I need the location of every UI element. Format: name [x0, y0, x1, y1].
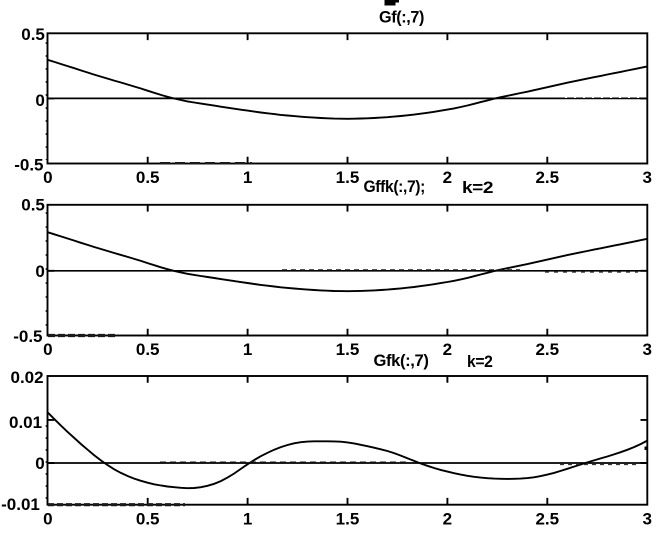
- svg-text:1.5: 1.5: [336, 168, 360, 187]
- svg-text:k=2: k=2: [462, 178, 493, 197]
- svg-text:1: 1: [243, 168, 252, 187]
- svg-text:0: 0: [35, 91, 44, 110]
- svg-text:0.5: 0.5: [21, 196, 45, 215]
- svg-text:0.02: 0.02: [11, 368, 44, 387]
- svg-text:1: 1: [243, 340, 252, 359]
- svg-text:Gffk(:,7);: Gffk(:,7);: [364, 177, 426, 196]
- svg-text:Gfk(:,7): Gfk(:,7): [374, 351, 429, 370]
- svg-text:0: 0: [43, 510, 52, 529]
- svg-text:3: 3: [642, 168, 651, 187]
- svg-text:0.5: 0.5: [136, 168, 160, 187]
- svg-text:1: 1: [243, 510, 252, 529]
- svg-text:0.5: 0.5: [136, 510, 160, 529]
- svg-text:3: 3: [642, 510, 651, 529]
- svg-text:k=2: k=2: [467, 352, 493, 371]
- svg-text:2: 2: [443, 168, 452, 187]
- svg-text:0: 0: [35, 262, 44, 281]
- svg-text:1.5: 1.5: [336, 340, 360, 359]
- svg-text:0.5: 0.5: [21, 25, 45, 44]
- svg-text:Gf(:,7): Gf(:,7): [379, 8, 424, 27]
- svg-text:-0.5: -0.5: [13, 327, 42, 346]
- svg-text:0: 0: [43, 340, 52, 359]
- svg-text:-0.5: -0.5: [14, 155, 43, 174]
- svg-text:0.01: 0.01: [9, 413, 42, 432]
- svg-text:2.5: 2.5: [535, 340, 559, 359]
- svg-text:2: 2: [443, 510, 452, 529]
- svg-text:0.5: 0.5: [136, 340, 160, 359]
- svg-text:2.5: 2.5: [535, 168, 559, 187]
- svg-text:0: 0: [35, 454, 44, 473]
- svg-text:1.5: 1.5: [336, 510, 360, 529]
- svg-text:0: 0: [43, 168, 52, 187]
- svg-text:-0.01: -0.01: [1, 495, 40, 514]
- svg-text:2.5: 2.5: [535, 510, 559, 529]
- svg-text:2: 2: [443, 340, 452, 359]
- svg-text:3: 3: [642, 340, 651, 359]
